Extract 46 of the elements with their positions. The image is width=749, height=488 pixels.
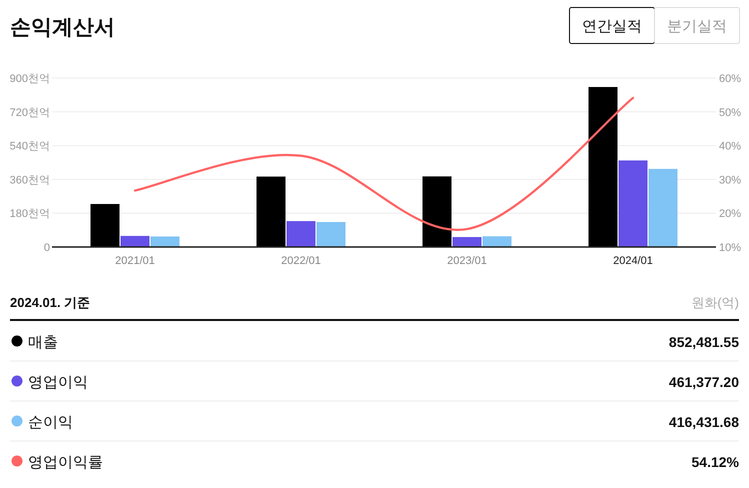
button-annual: 연간실적 [569, 7, 655, 44]
legend-label: 영업이익 [28, 374, 88, 391]
y-tick-label: 180천억 [10, 208, 50, 220]
button-quarterly: 분기실적 [654, 7, 740, 44]
bar [316, 222, 346, 247]
y-tick-label: 900천억 [10, 73, 50, 85]
y2-tick-label: 60% [719, 73, 742, 85]
y-tick-label: 540천억 [10, 140, 50, 153]
bar [452, 237, 482, 247]
bar [150, 236, 180, 247]
legend-item: 영업이익 [12, 374, 88, 391]
text: 416,431.68 [668, 414, 740, 430]
bar [120, 236, 150, 247]
text: 54.12% [692, 454, 740, 470]
bar [256, 176, 286, 247]
y-tick-label: 360천억 [10, 174, 50, 186]
text: 461,377.20 [668, 374, 740, 390]
bar [286, 221, 316, 247]
text: 852,481.55 [668, 334, 740, 350]
text: 원화(억) [691, 295, 739, 310]
x-tick-label: 2022/01 [281, 255, 321, 267]
legend-item: 순이익 [12, 414, 73, 431]
bar [482, 236, 512, 247]
x-tick-label: 2021/01 [115, 255, 155, 267]
legend-label: 매출 [28, 334, 58, 351]
y2-tick-label: 30% [719, 174, 742, 186]
legend-item: 영업이익률 [12, 454, 103, 471]
y2-tick-label: 10% [719, 242, 742, 254]
legend-label: 영업이익률 [28, 454, 103, 471]
bar [588, 87, 618, 247]
y-tick-label: 720천억 [10, 106, 50, 119]
y-tick-label: 0 [44, 242, 50, 254]
chart-title: 손익계산서 [10, 16, 115, 39]
legend-label: 순이익 [28, 414, 73, 431]
line-series [134, 96, 634, 231]
text: 2024.01. 기준 [10, 295, 90, 310]
y2-tick-label: 40% [719, 140, 742, 153]
y2-tick-label: 50% [719, 106, 742, 119]
x-tick-label: 2023/01 [447, 255, 487, 267]
legend-item: 매출 [12, 334, 58, 351]
y2-tick-label: 20% [719, 208, 742, 220]
bar [90, 204, 120, 247]
x-tick-label: 2024/01 [613, 255, 653, 267]
bar [422, 176, 452, 247]
bar [648, 168, 678, 247]
bar [618, 160, 648, 247]
